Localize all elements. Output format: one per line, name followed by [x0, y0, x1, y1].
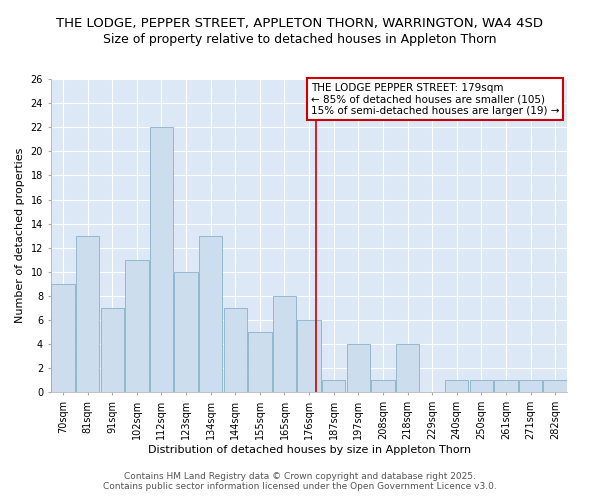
Bar — [150, 127, 173, 392]
Bar — [199, 236, 223, 392]
Bar — [125, 260, 149, 392]
Bar — [101, 308, 124, 392]
X-axis label: Distribution of detached houses by size in Appleton Thorn: Distribution of detached houses by size … — [148, 445, 470, 455]
Text: Contains HM Land Registry data © Crown copyright and database right 2025.
Contai: Contains HM Land Registry data © Crown c… — [103, 472, 497, 491]
Bar — [76, 236, 99, 392]
Bar — [519, 380, 542, 392]
Bar — [371, 380, 395, 392]
Bar — [248, 332, 272, 392]
Bar — [273, 296, 296, 392]
Y-axis label: Number of detached properties: Number of detached properties — [15, 148, 25, 324]
Bar — [544, 380, 567, 392]
Bar — [52, 284, 74, 393]
Bar — [396, 344, 419, 393]
Bar — [322, 380, 346, 392]
Bar — [175, 272, 198, 392]
Bar — [347, 344, 370, 393]
Text: THE LODGE PEPPER STREET: 179sqm
← 85% of detached houses are smaller (105)
15% o: THE LODGE PEPPER STREET: 179sqm ← 85% of… — [311, 82, 559, 116]
Bar — [494, 380, 518, 392]
Text: Size of property relative to detached houses in Appleton Thorn: Size of property relative to detached ho… — [103, 32, 497, 46]
Bar — [224, 308, 247, 392]
Text: THE LODGE, PEPPER STREET, APPLETON THORN, WARRINGTON, WA4 4SD: THE LODGE, PEPPER STREET, APPLETON THORN… — [56, 18, 544, 30]
Bar — [470, 380, 493, 392]
Bar — [298, 320, 321, 392]
Bar — [445, 380, 469, 392]
